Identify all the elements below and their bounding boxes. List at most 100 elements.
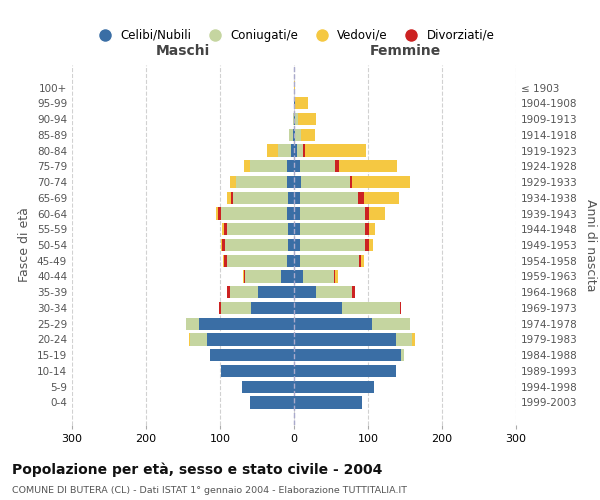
Bar: [227, 286, 230, 298]
Bar: [287, 160, 294, 172]
Bar: [300, 254, 359, 267]
Bar: [369, 223, 374, 235]
Bar: [294, 318, 372, 330]
Bar: [297, 144, 303, 156]
Bar: [361, 254, 364, 267]
Bar: [339, 160, 397, 172]
Bar: [301, 176, 349, 188]
Bar: [227, 254, 287, 267]
Bar: [300, 239, 365, 251]
Bar: [298, 113, 316, 125]
Bar: [289, 128, 293, 141]
Bar: [288, 192, 294, 204]
Bar: [294, 192, 300, 204]
Bar: [251, 302, 294, 314]
Bar: [206, 334, 294, 345]
Bar: [236, 176, 287, 188]
Bar: [334, 270, 335, 282]
Bar: [287, 254, 294, 267]
Bar: [294, 254, 300, 267]
Bar: [288, 239, 294, 251]
Bar: [242, 380, 294, 393]
Bar: [294, 223, 300, 235]
Text: Maschi: Maschi: [156, 44, 210, 58]
Bar: [294, 380, 374, 393]
Bar: [294, 349, 401, 362]
Text: Popolazione per età, sesso e stato civile - 2004: Popolazione per età, sesso e stato civil…: [12, 462, 382, 477]
Bar: [401, 349, 404, 362]
Bar: [230, 176, 236, 188]
Bar: [186, 318, 199, 330]
Text: COMUNE DI BUTERA (CL) - Dati ISTAT 1° gennaio 2004 - Elaborazione TUTTITALIA.IT: COMUNE DI BUTERA (CL) - Dati ISTAT 1° ge…: [12, 486, 407, 495]
Bar: [294, 82, 295, 94]
Bar: [230, 286, 259, 298]
Y-axis label: Fasce di età: Fasce di età: [19, 208, 31, 282]
Bar: [227, 223, 288, 235]
Bar: [288, 223, 294, 235]
Bar: [294, 176, 301, 188]
Bar: [300, 192, 358, 204]
Bar: [281, 270, 294, 282]
Bar: [223, 254, 224, 267]
Bar: [294, 113, 295, 125]
Bar: [250, 160, 287, 172]
Bar: [293, 128, 294, 141]
Bar: [244, 270, 245, 282]
Bar: [295, 97, 308, 110]
Y-axis label: Anni di nascita: Anni di nascita: [584, 198, 597, 291]
Bar: [294, 365, 396, 377]
Bar: [352, 286, 355, 298]
Bar: [244, 160, 250, 172]
Bar: [294, 396, 362, 408]
Bar: [349, 176, 352, 188]
Bar: [291, 144, 294, 156]
Bar: [364, 192, 399, 204]
Bar: [303, 144, 305, 156]
Bar: [189, 334, 190, 345]
Bar: [294, 208, 300, 220]
Bar: [250, 396, 294, 408]
Bar: [294, 97, 295, 110]
Bar: [294, 334, 396, 345]
Bar: [305, 144, 366, 156]
Bar: [372, 318, 410, 330]
Bar: [216, 208, 218, 220]
Bar: [268, 144, 278, 156]
Bar: [233, 192, 288, 204]
Bar: [369, 208, 385, 220]
Bar: [365, 208, 369, 220]
Bar: [294, 270, 303, 282]
Bar: [287, 176, 294, 188]
Bar: [218, 208, 221, 220]
Bar: [303, 270, 334, 282]
Bar: [221, 239, 222, 251]
Bar: [316, 286, 352, 298]
Bar: [365, 223, 369, 235]
Bar: [300, 223, 365, 235]
Bar: [278, 144, 291, 156]
Bar: [287, 208, 294, 220]
Bar: [294, 302, 342, 314]
Bar: [243, 270, 244, 282]
Legend: Celibi/Nubili, Coniugati/e, Vedovi/e, Divorziati/e: Celibi/Nubili, Coniugati/e, Vedovi/e, Di…: [89, 24, 499, 46]
Bar: [396, 334, 412, 345]
Bar: [295, 113, 298, 125]
Bar: [222, 223, 224, 235]
Bar: [211, 349, 294, 362]
Bar: [295, 128, 301, 141]
Text: Femmine: Femmine: [370, 44, 440, 58]
Bar: [300, 208, 365, 220]
Bar: [294, 160, 300, 172]
Bar: [221, 302, 251, 314]
Bar: [359, 254, 361, 267]
Bar: [222, 239, 225, 251]
Bar: [412, 334, 415, 345]
Bar: [352, 176, 410, 188]
Bar: [227, 192, 231, 204]
Bar: [300, 160, 335, 172]
Bar: [225, 239, 288, 251]
Bar: [294, 239, 300, 251]
Bar: [369, 239, 373, 251]
Bar: [221, 208, 287, 220]
Bar: [301, 128, 315, 141]
